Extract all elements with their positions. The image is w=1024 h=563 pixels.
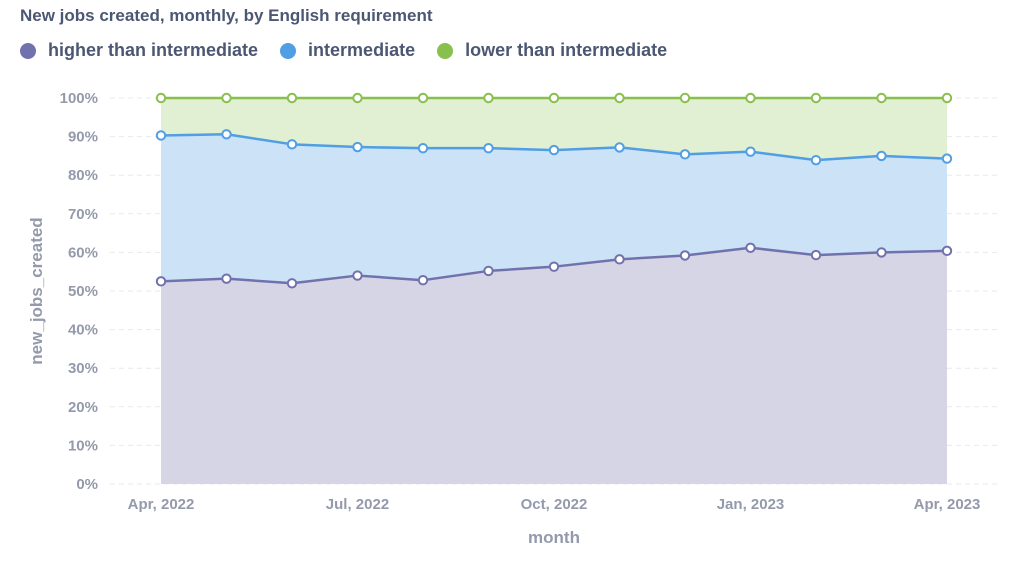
y-tick-label: 40% (68, 322, 98, 339)
x-tick-label: Apr, 2023 (914, 496, 981, 513)
area-higher-than-intermediate (161, 247, 947, 484)
y-tick-label: 50% (68, 283, 98, 300)
point-higher-than-intermediate[interactable] (614, 254, 625, 265)
point-lower-than-intermediate[interactable] (417, 92, 429, 104)
point-higher-than-intermediate[interactable] (679, 250, 691, 261)
point-intermediate[interactable] (352, 141, 363, 153)
x-tick-label: Oct, 2022 (521, 496, 588, 513)
y-axis-ticks: 0% 10% 20% 30% 40% 50% 60% 70% 80% 90% 100% (60, 90, 98, 493)
point-lower-than-intermediate[interactable] (155, 92, 167, 104)
point-higher-than-intermediate[interactable] (221, 273, 232, 284)
point-higher-than-intermediate[interactable] (876, 247, 887, 258)
point-higher-than-intermediate[interactable] (352, 270, 363, 281)
point-higher-than-intermediate[interactable] (745, 242, 756, 253)
point-intermediate[interactable] (483, 142, 494, 154)
point-lower-than-intermediate[interactable] (286, 92, 298, 104)
point-lower-than-intermediate[interactable] (679, 92, 691, 104)
legend-label-higher: higher than intermediate (48, 40, 259, 60)
point-lower-than-intermediate[interactable] (483, 92, 494, 104)
point-intermediate[interactable] (417, 142, 429, 154)
point-higher-than-intermediate[interactable] (417, 274, 429, 286)
point-higher-than-intermediate[interactable] (941, 245, 953, 257)
point-lower-than-intermediate[interactable] (745, 92, 756, 104)
chart-title: New jobs created, monthly, by English re… (20, 6, 433, 25)
y-axis-title: new_jobs_created (27, 217, 46, 364)
y-tick-label: 10% (68, 437, 98, 454)
y-tick-label: 90% (68, 129, 98, 146)
point-layer (155, 92, 953, 289)
point-lower-than-intermediate[interactable] (614, 92, 625, 104)
point-higher-than-intermediate[interactable] (483, 265, 494, 277)
y-tick-label: 30% (68, 360, 98, 377)
point-intermediate[interactable] (745, 146, 756, 157)
x-tick-label: Apr, 2022 (128, 496, 195, 513)
point-lower-than-intermediate[interactable] (221, 92, 232, 104)
legend: higher than intermediate intermediate lo… (20, 40, 689, 61)
point-intermediate[interactable] (810, 154, 822, 166)
point-lower-than-intermediate[interactable] (941, 92, 953, 104)
point-lower-than-intermediate[interactable] (810, 92, 822, 104)
x-tick-label: Jul, 2022 (326, 496, 389, 513)
legend-dot-intermediate (280, 42, 297, 59)
point-higher-than-intermediate[interactable] (548, 261, 560, 272)
legend-dot-higher (20, 42, 36, 59)
point-higher-than-intermediate[interactable] (286, 278, 298, 289)
legend-item-higher[interactable]: higher than intermediate (20, 40, 258, 61)
point-intermediate[interactable] (679, 149, 691, 160)
y-tick-label: 80% (68, 167, 98, 184)
x-tick-label: Jan, 2023 (717, 496, 785, 513)
legend-dot-lower (437, 42, 454, 59)
point-higher-than-intermediate[interactable] (155, 276, 167, 287)
point-lower-than-intermediate[interactable] (548, 92, 560, 104)
point-intermediate[interactable] (548, 144, 560, 156)
point-lower-than-intermediate[interactable] (352, 92, 363, 104)
legend-item-intermediate[interactable]: intermediate (280, 40, 415, 61)
point-lower-than-intermediate[interactable] (876, 92, 887, 104)
y-tick-label: 70% (68, 206, 98, 223)
area-layer (161, 98, 947, 484)
point-intermediate[interactable] (155, 130, 167, 141)
x-axis-ticks: Apr, 2022 Jul, 2022 Oct, 2022 Jan, 2023 Apr,… (128, 496, 981, 513)
point-intermediate[interactable] (614, 142, 625, 153)
legend-item-lower[interactable]: lower than intermediate (437, 40, 667, 61)
y-tick-label: 20% (68, 399, 98, 416)
point-intermediate[interactable] (221, 129, 232, 140)
point-intermediate[interactable] (941, 153, 953, 164)
y-tick-label: 100% (60, 90, 98, 107)
legend-label-lower: lower than intermediate (465, 40, 668, 60)
x-axis-title: month (528, 528, 580, 547)
point-intermediate[interactable] (286, 139, 298, 150)
point-intermediate[interactable] (876, 150, 887, 162)
y-tick-label: 60% (68, 244, 98, 261)
point-higher-than-intermediate[interactable] (810, 249, 822, 261)
legend-label-intermediate: intermediate (308, 40, 416, 60)
y-tick-label: 0% (76, 476, 98, 493)
